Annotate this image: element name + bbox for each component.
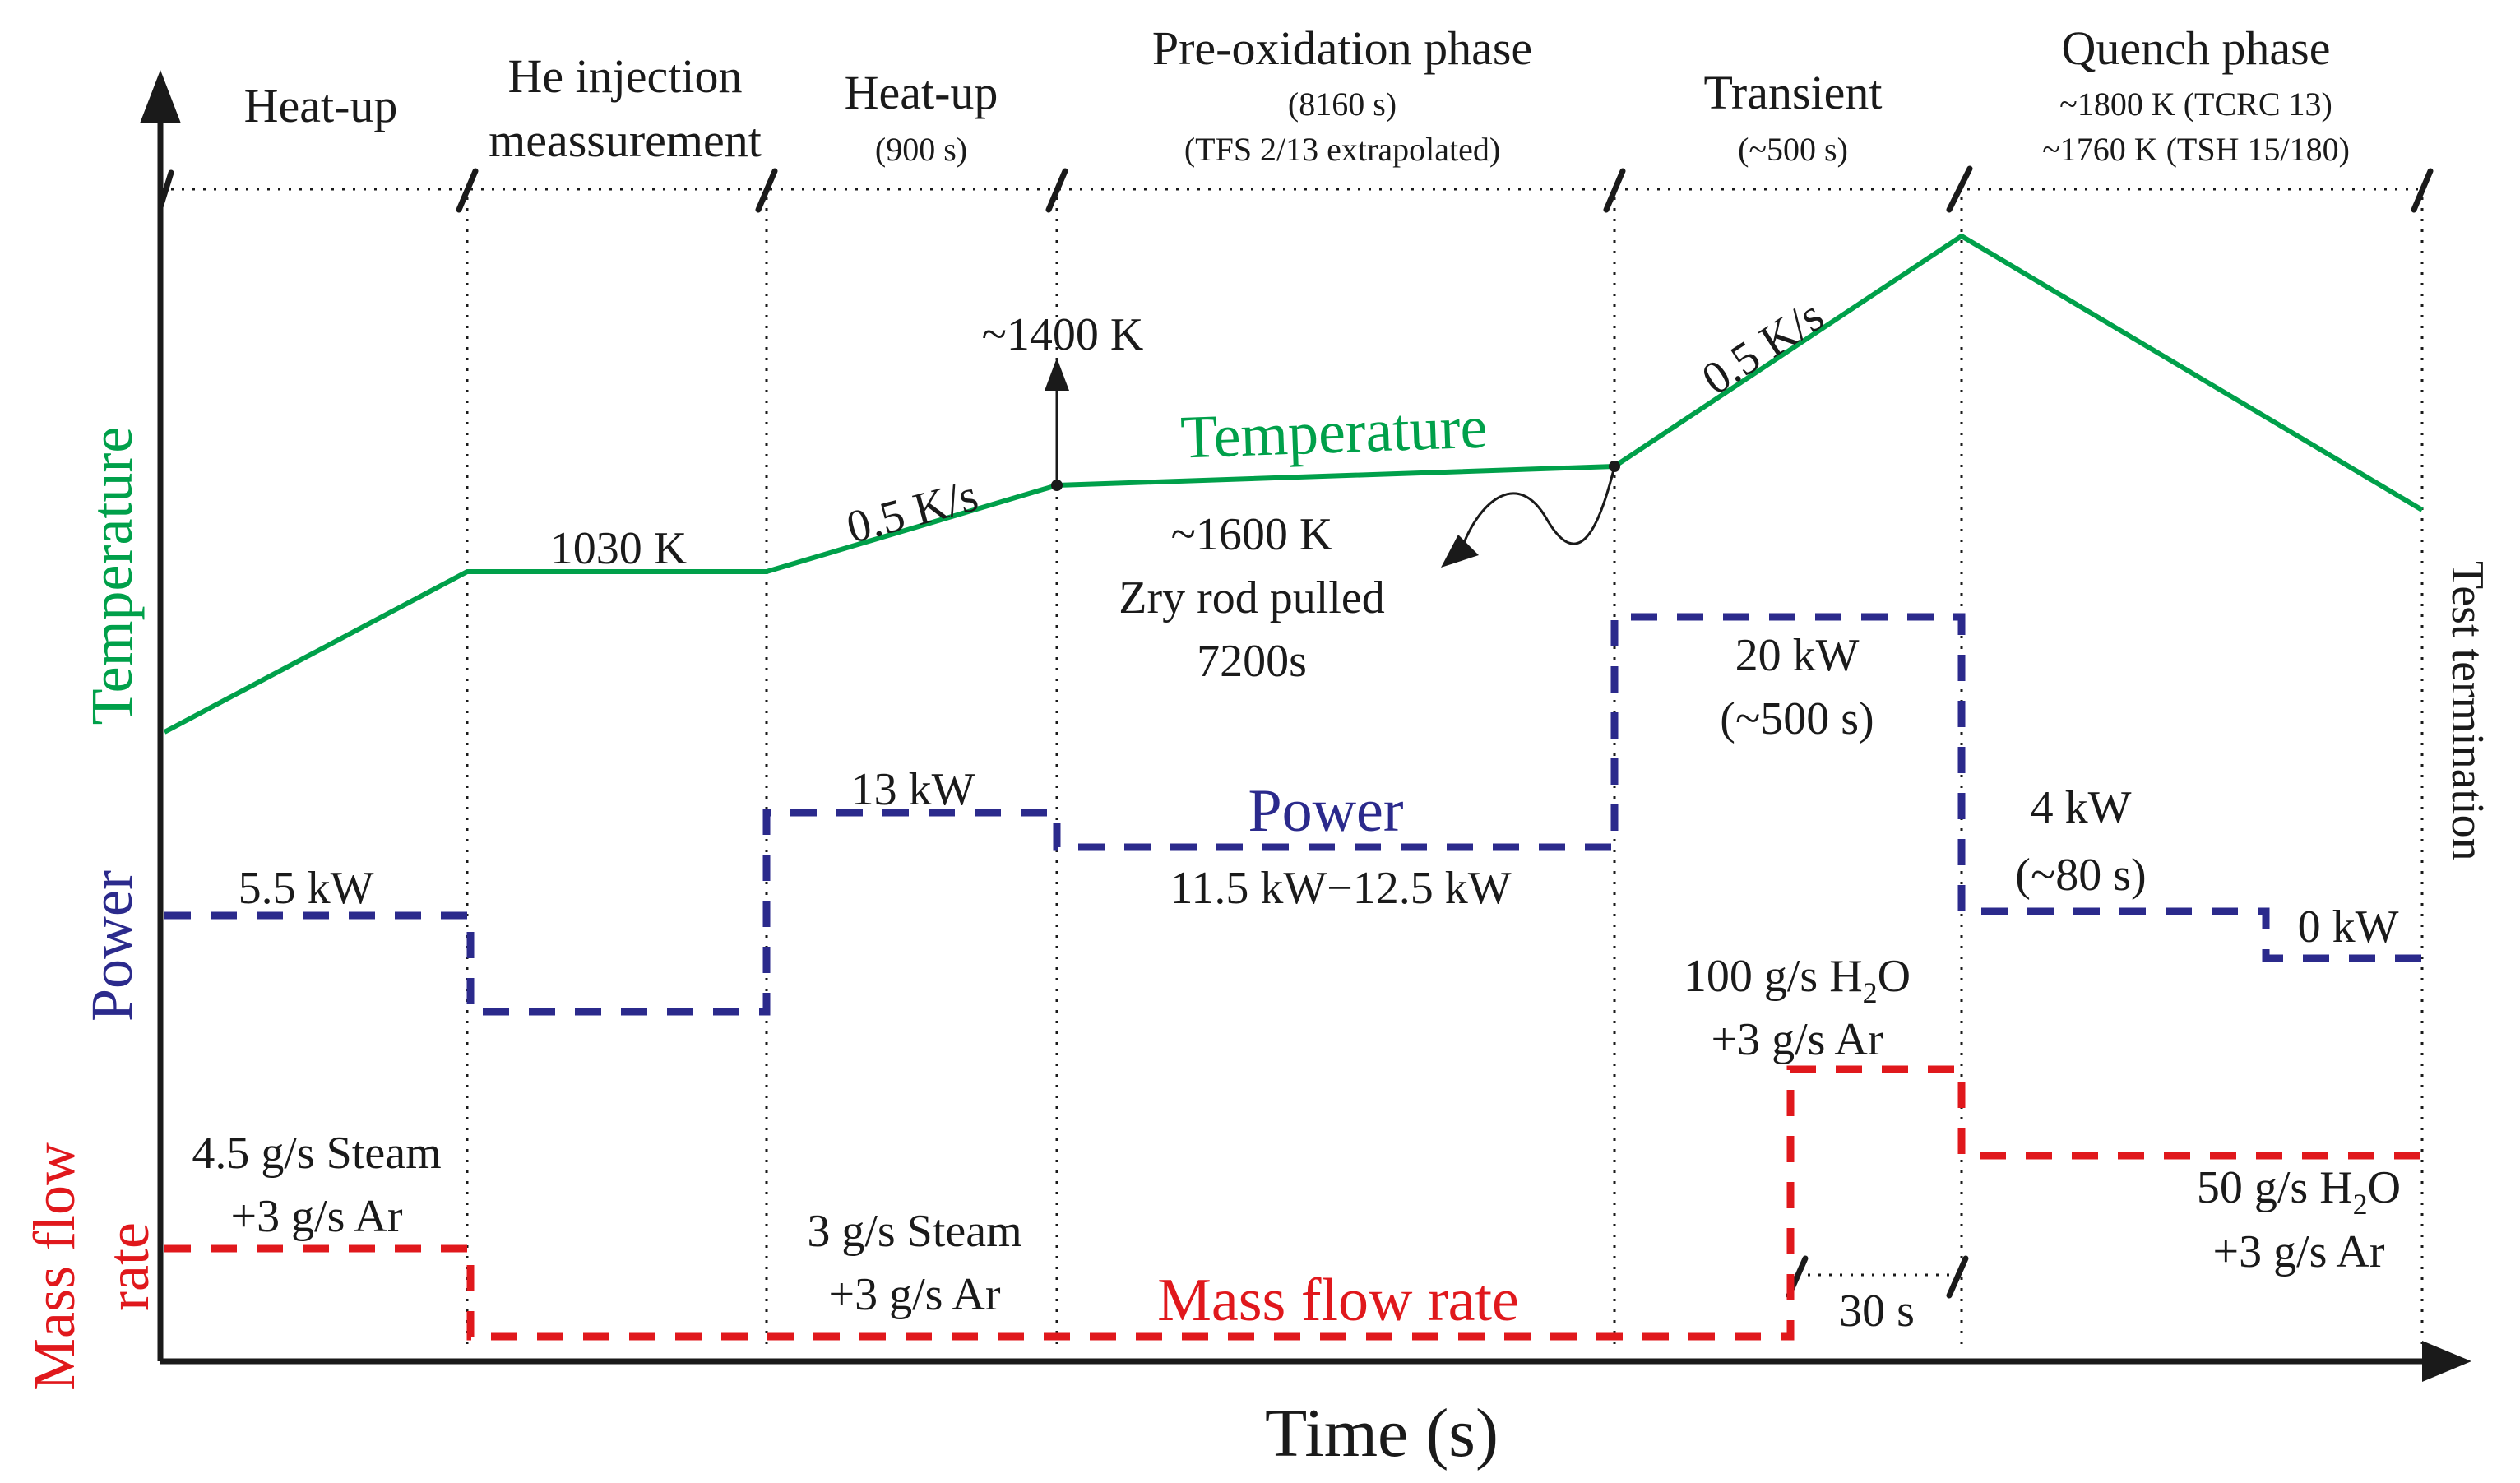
arrow-1400-head bbox=[1045, 358, 1069, 391]
annotation-5-5kw: 5.5 kW bbox=[239, 863, 374, 914]
phase-3-title: Heat-up bbox=[845, 66, 998, 119]
y-label-power: Power bbox=[79, 870, 145, 1022]
phase-headers: Heat-up He injection meassurement Heat-u… bbox=[244, 21, 2350, 168]
phase-3-sub: (900 s) bbox=[875, 131, 967, 168]
annotation-13kw: 13 kW bbox=[851, 764, 975, 815]
label-massflow-series: Mass flow rate bbox=[1157, 1267, 1519, 1334]
annotation-20kw-duration: (~500 s) bbox=[1720, 693, 1874, 744]
phase-1-title: Heat-up bbox=[244, 79, 398, 132]
label-power-series: Power bbox=[1248, 777, 1403, 845]
annotation-30s: 30 s bbox=[1839, 1286, 1915, 1337]
annotation-3gs-line2: +3 g/s Ar bbox=[829, 1269, 1001, 1320]
y-label-temperature: Temperature bbox=[79, 427, 145, 725]
massflow-annotations: 4.5 g/s Steam +3 g/s Ar 3 g/s Steam +3 g… bbox=[192, 951, 2401, 1337]
power-line bbox=[164, 613, 2422, 1016]
test-termination-label: Test termination bbox=[2442, 561, 2493, 861]
annotation-50gs-line2: +3 g/s Ar bbox=[2213, 1226, 2385, 1277]
annotation-4kw: 4 kW bbox=[2031, 782, 2132, 833]
y-label-massflow-line2: rate bbox=[95, 1222, 161, 1311]
phase-5-sub: (~500 s) bbox=[1738, 131, 1848, 168]
annotation-1600k: ~1600 K bbox=[1171, 509, 1333, 560]
phase-5-title: Transient bbox=[1704, 66, 1883, 119]
annotation-1400k: ~1400 K bbox=[982, 309, 1144, 360]
break-marks bbox=[157, 165, 2434, 1299]
annotation-rate-2: 0.5 K/s bbox=[1693, 290, 1832, 405]
annotation-4-5gs-line1: 4.5 g/s Steam bbox=[192, 1128, 441, 1179]
temperature-annotations: 1030 K 0.5 K/s 0.5 K/s ~1400 K ~1600 K Z… bbox=[550, 290, 1832, 687]
mass-flow-line bbox=[164, 1065, 2422, 1341]
y-axis-labels: Temperature Power Mass flow rate bbox=[21, 427, 161, 1391]
phase-6-sub1: ~1800 K (TCRC 13) bbox=[2059, 86, 2332, 123]
phase-6-title: Quench phase bbox=[2062, 21, 2331, 75]
x-axis-label: Time (s) bbox=[1265, 1395, 1499, 1471]
annotation-4-5gs-line2: +3 g/s Ar bbox=[231, 1191, 403, 1242]
annotation-1030k: 1030 K bbox=[550, 523, 687, 574]
annotation-11-5kw: 11.5 kW−12.5 kW bbox=[1170, 863, 1511, 914]
annotation-rate-1: 0.5 K/s bbox=[841, 470, 983, 554]
annotation-20kw: 20 kW bbox=[1735, 630, 1860, 681]
zry-arrow-curve bbox=[1462, 466, 1616, 545]
y-label-massflow-line1: Mass flow bbox=[21, 1142, 87, 1391]
axes bbox=[140, 70, 2471, 1382]
phase-boundaries bbox=[160, 188, 2424, 1349]
annotation-3gs-line1: 3 g/s Steam bbox=[807, 1206, 1021, 1257]
phase-4-sub1: (8160 s) bbox=[1288, 86, 1397, 123]
annotation-50gs-line1: 50 g/s H2O bbox=[2197, 1162, 2401, 1221]
annotation-zry-line2: 7200s bbox=[1197, 636, 1307, 687]
x-axis-arrowhead bbox=[2422, 1341, 2471, 1382]
zry-arrow-head bbox=[1441, 535, 1479, 568]
phase-6-sub2: ~1760 K (TSH 15/180) bbox=[2042, 131, 2350, 168]
phase-4-sub2: (TFS 2/13 extrapolated) bbox=[1184, 131, 1500, 168]
annotation-100gs-line2: +3 g/s Ar bbox=[1712, 1014, 1883, 1065]
power-annotations: 5.5 kW 13 kW 11.5 kW−12.5 kW 20 kW (~500… bbox=[239, 630, 2399, 952]
phase-4-title: Pre-oxidation phase bbox=[1152, 21, 1532, 75]
label-temperature-series: Temperature bbox=[1179, 394, 1488, 472]
annotation-100gs-line1: 100 g/s H2O bbox=[1684, 951, 1911, 1009]
phase-2-title: He injection bbox=[507, 49, 742, 103]
annotation-zry-line1: Zry rod pulled bbox=[1119, 572, 1384, 623]
phase-2-title-line2: meassurement bbox=[489, 114, 762, 167]
annotation-0kw: 0 kW bbox=[2298, 901, 2399, 952]
annotation-4kw-duration: (~80 s) bbox=[2015, 850, 2146, 901]
y-axis-arrowhead bbox=[140, 70, 181, 123]
